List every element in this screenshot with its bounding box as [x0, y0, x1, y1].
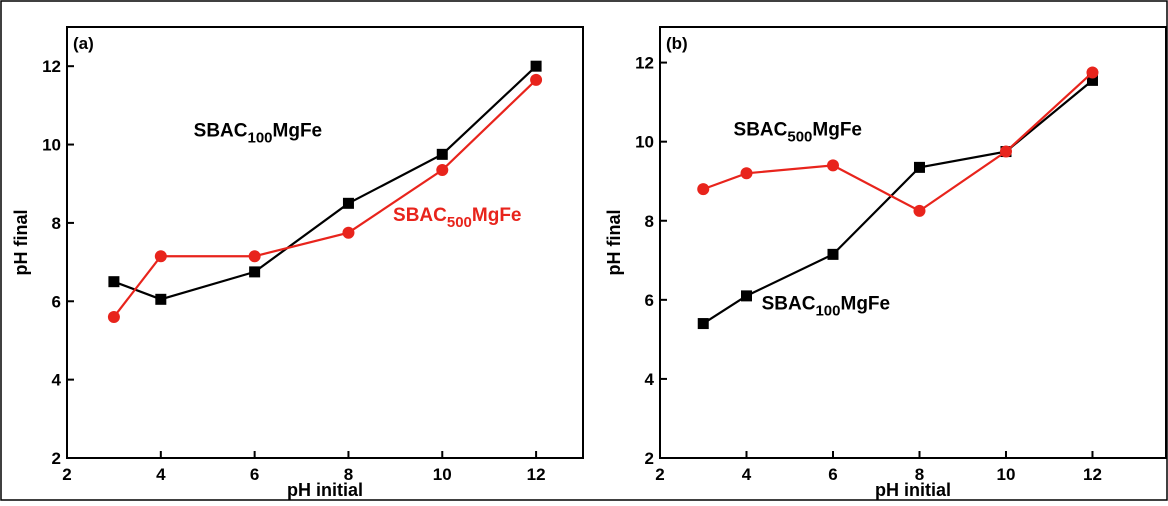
data-point-a-0	[155, 293, 167, 305]
data-point-b-1	[697, 183, 710, 196]
panel-label-a: (a)	[73, 34, 94, 53]
x-tick-label: 8	[344, 465, 353, 484]
data-point-b-1	[826, 159, 839, 172]
panel-b: (b) 2 4 6 8 10 12 2 4 6 8 10 12 pH initial pH final…	[604, 26, 1167, 500]
data-point-a-1	[248, 250, 261, 263]
y-axis-label-a: pH final	[11, 210, 31, 276]
panel-label-b: (b)	[666, 34, 688, 53]
data-point-a-1	[436, 164, 449, 177]
x-tick-label: 8	[915, 465, 924, 484]
panel-a: (a) 2 4 6 8 10 12 2 4 6 8 10 12 pH initial pH final…	[11, 26, 584, 500]
data-point-b-0	[827, 248, 839, 260]
data-point-a-1	[107, 310, 120, 323]
x-axis-label-a: pH initial	[287, 480, 363, 500]
y-tick-label: 10	[635, 133, 654, 152]
x-tick-label: 2	[62, 465, 71, 484]
y-tick-label: 12	[635, 54, 654, 73]
y-axis-label-b: pH final	[604, 210, 624, 276]
y-tick-label: 6	[52, 292, 61, 311]
plot-frame-b	[659, 26, 1167, 459]
series-b	[697, 66, 1099, 330]
series-label-a-sbac500: SBAC500MgFe	[393, 205, 521, 231]
data-point-b-0	[1086, 74, 1098, 86]
y-tick-label: 4	[52, 371, 62, 390]
x-tick-label: 6	[828, 465, 837, 484]
x-axis-label-b: pH initial	[875, 480, 951, 500]
x-tick-label: 2	[655, 465, 664, 484]
x-tick-label: 12	[527, 465, 546, 484]
series-line-b-1	[702, 71, 1094, 213]
plot-frame-a	[66, 26, 584, 459]
data-point-b-1	[913, 204, 926, 217]
data-point-a-0	[108, 276, 120, 288]
series-line-a-1	[113, 79, 537, 318]
ticks-b: 2 4 6 8 10 12 2 4 6 8 10 12	[635, 54, 1102, 484]
series-label-b-sbac100: SBAC100MgFe	[762, 294, 890, 320]
series-a	[107, 60, 543, 323]
annotations-b: SBAC100MgFe SBAC500MgFe	[734, 120, 891, 320]
x-tick-label: 4	[742, 465, 752, 484]
y-tick-label: 8	[52, 214, 61, 233]
y-tick-label: 10	[42, 136, 61, 155]
x-tick-label: 10	[997, 465, 1016, 484]
y-tick-label: 4	[645, 370, 655, 389]
data-point-b-0	[697, 318, 709, 330]
data-point-b-1	[1086, 66, 1099, 79]
data-point-a-1	[154, 250, 167, 263]
data-point-a-0	[530, 60, 542, 72]
x-tick-label: 4	[156, 465, 166, 484]
y-tick-label: 2	[645, 449, 654, 468]
data-point-b-1	[740, 167, 753, 180]
data-point-a-1	[530, 73, 543, 86]
y-tick-label: 2	[52, 449, 61, 468]
x-tick-label: 6	[250, 465, 259, 484]
ticks-a: 2 4 6 8 10 12 2 4 6 8 10 12	[42, 57, 545, 484]
series-label-a-sbac100: SBAC100MgFe	[194, 121, 322, 147]
series-line-a-0	[113, 65, 537, 301]
data-point-b-0	[740, 290, 752, 302]
y-tick-label: 6	[645, 291, 654, 310]
y-tick-label: 8	[645, 212, 654, 231]
y-tick-label: 12	[42, 57, 61, 76]
data-point-a-0	[436, 148, 448, 160]
data-point-a-0	[342, 197, 354, 209]
x-tick-label: 10	[433, 465, 452, 484]
data-point-a-0	[249, 266, 261, 278]
data-point-a-1	[342, 226, 355, 239]
data-point-b-0	[913, 161, 925, 173]
data-point-b-1	[999, 145, 1012, 158]
annotations-a: SBAC100MgFe SBAC500MgFe	[194, 121, 522, 231]
series-label-b-sbac500: SBAC500MgFe	[734, 120, 862, 146]
x-tick-label: 12	[1083, 465, 1102, 484]
